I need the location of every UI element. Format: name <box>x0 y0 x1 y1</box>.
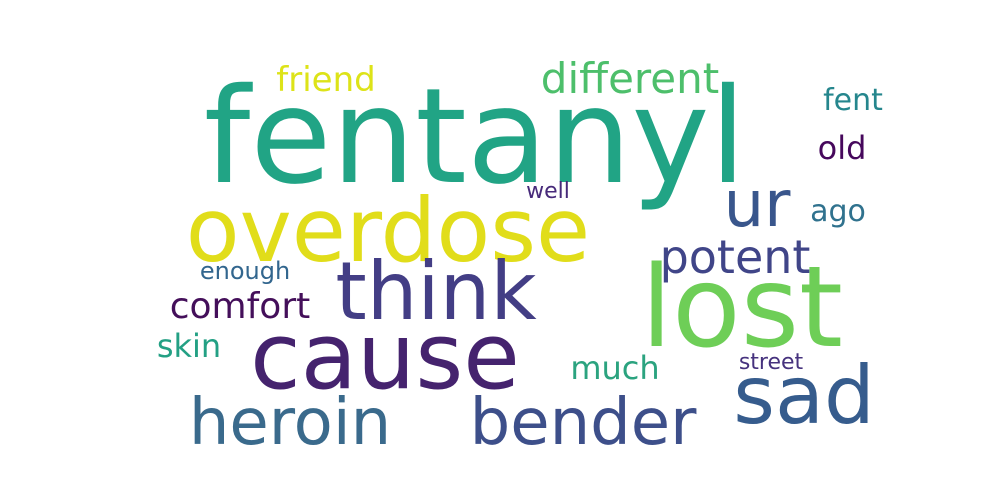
word-think: think <box>335 245 537 338</box>
word-lost: lost <box>641 243 843 373</box>
word-ur: ur <box>723 168 791 242</box>
word-much: much <box>570 349 660 387</box>
word-potent: potent <box>659 230 811 284</box>
word-bender: bender <box>469 386 697 460</box>
word-cause: cause <box>250 303 520 410</box>
word-old: old <box>817 129 867 167</box>
word-fent: fent <box>823 83 883 118</box>
word-overdose: overdose <box>185 179 591 282</box>
word-heroin: heroin <box>188 386 392 460</box>
word-sad: sad <box>733 349 875 442</box>
word-enough: enough <box>199 257 291 285</box>
word-friend: friend <box>276 60 376 100</box>
word-comfort: comfort <box>169 286 311 327</box>
word-skin: skin <box>156 327 222 365</box>
word-different: different <box>540 54 720 103</box>
word-fentanyl: fentanyl <box>203 60 747 214</box>
word-ago: ago <box>810 194 866 229</box>
word-street: street <box>738 350 804 375</box>
word-well: well <box>526 179 570 204</box>
